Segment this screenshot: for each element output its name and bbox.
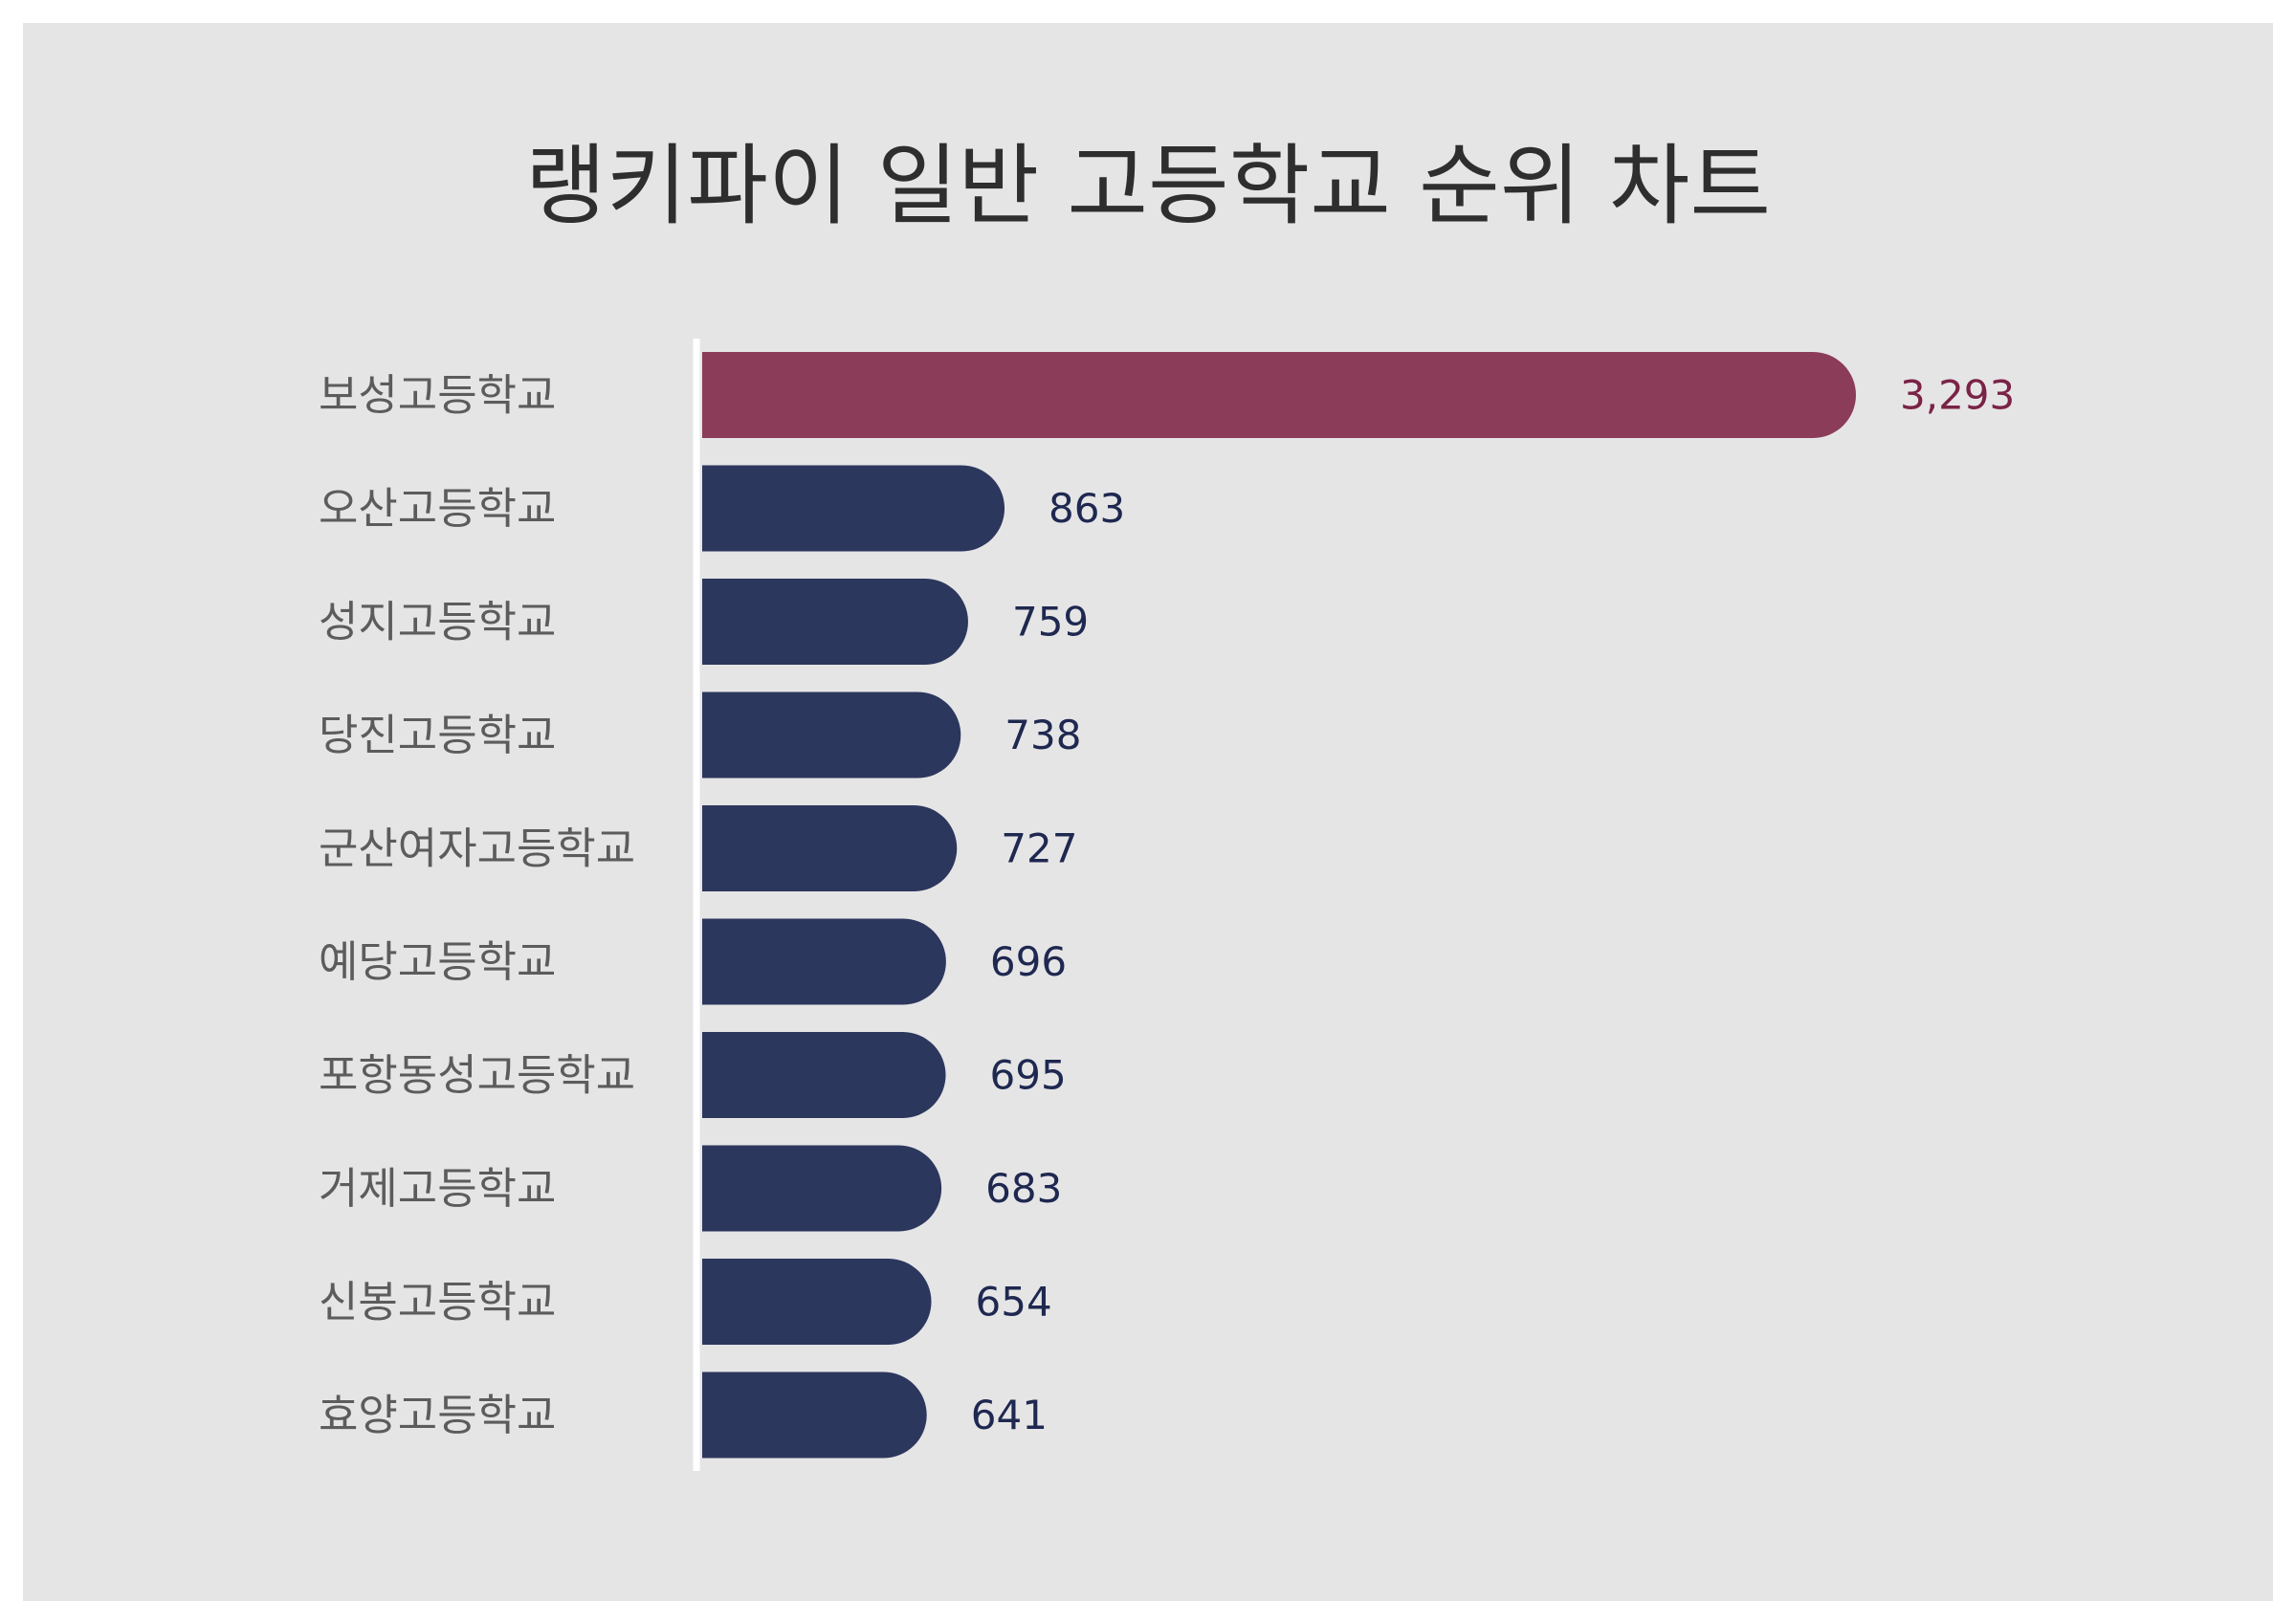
category-label-9: 신봉고등학교 (319, 1277, 556, 1328)
bar-3 (702, 579, 968, 665)
bar-10 (702, 1372, 927, 1459)
value-label-6: 696 (990, 938, 1067, 985)
category-label-7: 포항동성고등학교 (319, 1050, 635, 1101)
category-label-5: 군산여자고등학교 (319, 823, 635, 874)
bar-2 (702, 465, 1005, 552)
value-label-2: 863 (1049, 485, 1125, 532)
value-label-7: 695 (990, 1052, 1067, 1099)
bar-4 (702, 691, 961, 779)
value-label-9: 654 (976, 1279, 1052, 1326)
value-label-1: 3,293 (1900, 372, 2015, 419)
category-label-10: 효양고등학교 (319, 1390, 556, 1440)
bar-8 (702, 1145, 942, 1232)
category-label-6: 예당고등학교 (319, 936, 556, 987)
category-label-3: 성지고등학교 (319, 597, 556, 647)
category-label-1: 보성고등학교 (319, 370, 556, 421)
value-label-8: 683 (985, 1165, 1062, 1212)
bars-layer: 보성고등학교 3,293 오산고등학교 863 성지고등학교 759 당진고등학교 738 군산… (319, 352, 2015, 1459)
bar-5 (702, 805, 958, 891)
value-label-5: 727 (1001, 825, 1077, 872)
bar-1 (702, 352, 1856, 438)
bar-9 (702, 1259, 932, 1345)
category-label-4: 당진고등학교 (319, 710, 556, 760)
chart-panel (23, 23, 2273, 1601)
chart-title: 랭키파이 일반 고등학교 순위 차트 (525, 135, 1771, 237)
value-label-4: 738 (1004, 712, 1081, 758)
value-label-10: 641 (971, 1392, 1048, 1438)
bar-7 (702, 1032, 946, 1118)
category-label-8: 거제고등학교 (319, 1163, 556, 1214)
category-label-2: 오산고등학교 (319, 483, 556, 534)
bar-6 (702, 918, 946, 1005)
value-label-3: 759 (1012, 599, 1089, 646)
